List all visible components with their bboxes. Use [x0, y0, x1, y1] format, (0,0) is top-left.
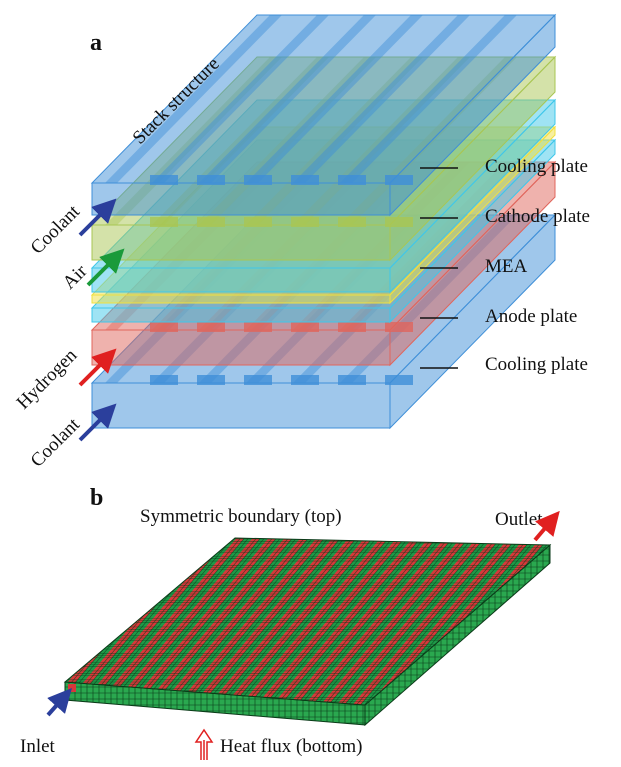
- layer-label: Cooling plate: [485, 156, 588, 177]
- panel-label: b: [90, 485, 103, 511]
- plate-face: [92, 295, 390, 303]
- inlet-arrow: [48, 697, 64, 715]
- bottom-label: Heat flux (bottom): [220, 736, 362, 757]
- layer-label: MEA: [485, 256, 528, 277]
- input-label: Coolant: [27, 201, 85, 259]
- plate-face: [92, 183, 390, 215]
- plate-face: [92, 383, 390, 428]
- plate-face: [92, 268, 390, 292]
- mesh-slab: [65, 538, 550, 725]
- layer-label: Cathode plate: [485, 206, 590, 227]
- input-label: Hydrogen: [13, 345, 82, 414]
- top-label: Symmetric boundary (top): [140, 506, 342, 527]
- heat-arrow: [196, 730, 212, 760]
- plate-face: [92, 225, 390, 260]
- layer-label: Anode plate: [485, 306, 577, 327]
- input-label: Air: [59, 260, 92, 293]
- inlet-label: Inlet: [20, 736, 56, 757]
- layer-label: Cooling plate: [485, 354, 588, 375]
- figure: a Stack structure Cooling plate Cathode …: [0, 0, 621, 767]
- input-label: Coolant: [27, 414, 85, 472]
- outlet-label: Outlet: [495, 509, 543, 530]
- plate-face: [92, 330, 390, 365]
- plate-face: [92, 308, 390, 322]
- panel-label: a: [90, 30, 102, 56]
